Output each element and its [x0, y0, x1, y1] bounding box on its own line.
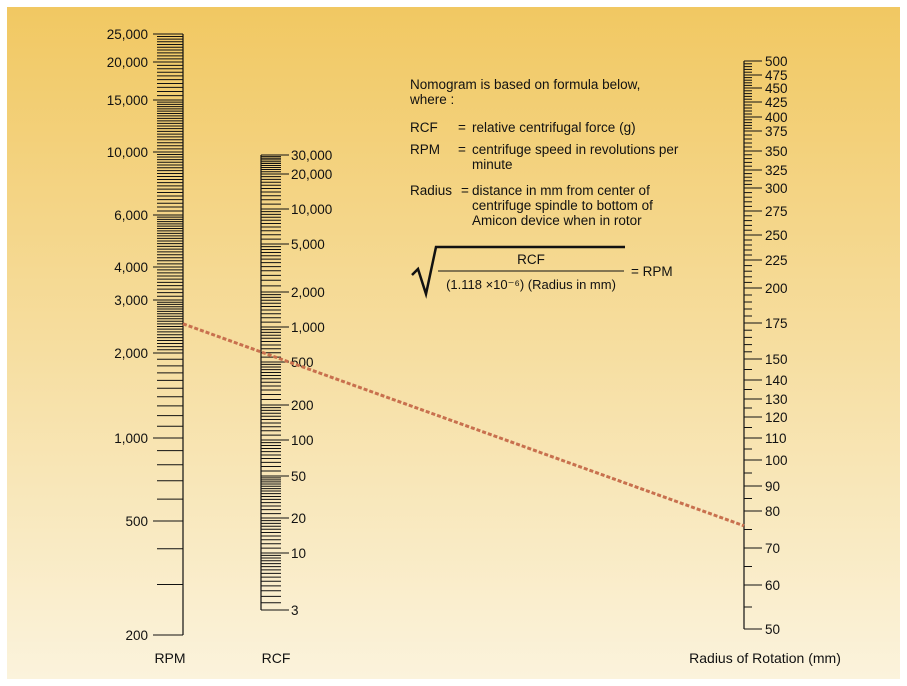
def-desc: relative centrifugal force (g)	[472, 120, 636, 135]
radius-tick-label: 100	[765, 453, 788, 468]
radius-tick-label: 50	[765, 622, 780, 637]
rcf-tick-label: 3	[291, 603, 299, 618]
def-eq: =	[461, 183, 469, 198]
radius-tick-label: 110	[765, 431, 787, 446]
rpm-tick-label: 20,000	[107, 55, 148, 70]
radius-tick-label: 175	[765, 316, 788, 331]
radius-tick-label: 325	[765, 163, 788, 178]
radius-tick-label: 350	[765, 144, 788, 159]
rpm-tick-label: 2,000	[114, 346, 148, 361]
rcf-tick-label: 20	[291, 511, 306, 526]
rpm-tick-label: 10,000	[107, 145, 148, 160]
radius-tick-label: 130	[765, 392, 788, 407]
rpm-tick-label: 1,000	[114, 431, 148, 446]
def-term: Radius	[410, 183, 453, 198]
rpm-tick-label: 3,000	[114, 293, 148, 308]
rpm-tick-label: 500	[125, 514, 148, 529]
radius-tick-label: 225	[765, 253, 788, 268]
radius-tick-label: 150	[765, 352, 788, 367]
radius-tick-label: 475	[765, 68, 788, 83]
def-eq: =	[458, 142, 466, 157]
rcf-tick-label: 2,000	[291, 285, 325, 300]
radius-tick-label: 140	[765, 373, 788, 388]
radius-tick-label: 80	[765, 504, 780, 519]
radius-tick-label: 120	[765, 410, 788, 425]
rcf-tick-label: 50	[291, 469, 306, 484]
radius-tick-label: 400	[765, 110, 788, 125]
rcf-axis-name: RCF	[262, 650, 291, 666]
rpm-tick-label: 25,000	[107, 27, 148, 42]
radius-tick-label: 60	[765, 578, 780, 593]
radius-tick-label: 450	[765, 81, 788, 96]
radius-tick-label: 70	[765, 541, 780, 556]
rcf-tick-label: 10	[291, 546, 306, 561]
rpm-tick-label: 4,000	[114, 260, 148, 275]
radius-tick-label: 500	[765, 54, 788, 69]
radius-tick-label: 250	[765, 228, 788, 243]
radius-tick-label: 375	[765, 124, 788, 139]
rpm-tick-label: 15,000	[107, 93, 148, 108]
radius-axis-name: Radius of Rotation (mm)	[689, 650, 841, 666]
rcf-tick-label: 30,000	[291, 148, 332, 163]
notes-intro: Nomogram is based on formula below, wher…	[410, 77, 641, 107]
rcf-tick-label: 100	[291, 433, 314, 448]
rcf-tick-label: 10,000	[291, 202, 332, 217]
radius-tick-label: 90	[765, 479, 780, 494]
rcf-tick-label: 1,000	[291, 320, 325, 335]
rpm-tick-label: 6,000	[114, 208, 148, 223]
def-eq: =	[458, 120, 466, 135]
def-term: RPM	[410, 142, 440, 157]
rcf-tick-label: 5,000	[291, 237, 325, 252]
rcf-tick-label: 20,000	[291, 167, 332, 182]
rcf-tick-label: 200	[291, 398, 314, 413]
radius-tick-label: 300	[765, 181, 788, 196]
example-line	[182, 322, 745, 528]
def-desc: centrifuge speed in revolutions per minu…	[472, 142, 679, 172]
def-term: RCF	[410, 120, 438, 135]
rpm-tick-label: 200	[125, 628, 148, 643]
radius-tick-label: 425	[765, 95, 788, 110]
rpm-axis-name: RPM	[154, 650, 185, 666]
radius-tick-label: 275	[765, 204, 788, 219]
def-desc: distance in mm from center of centrifuge…	[472, 183, 653, 228]
radius-tick-label: 200	[765, 281, 788, 296]
